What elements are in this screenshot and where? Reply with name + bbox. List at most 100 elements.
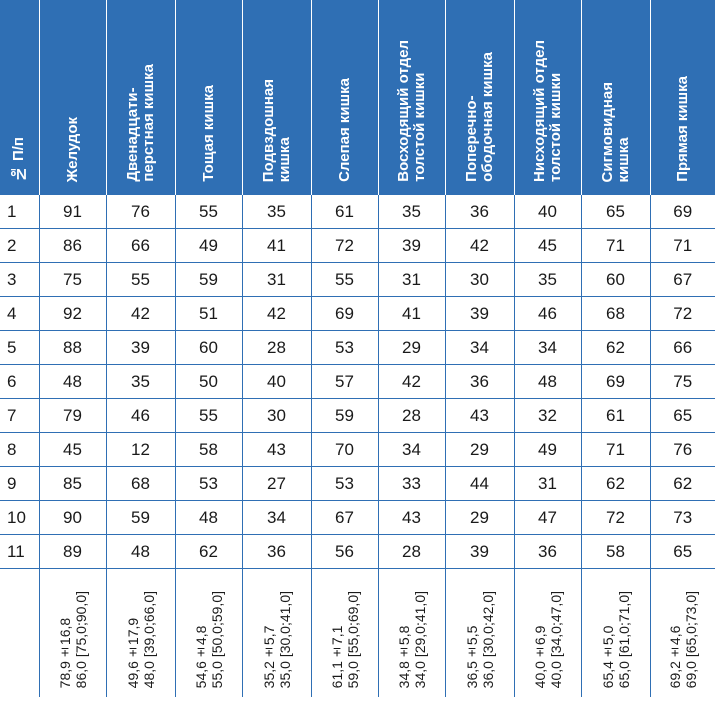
table-cell: 66 bbox=[106, 228, 176, 263]
table-cell: 72 bbox=[581, 500, 651, 535]
table-cell: 53 bbox=[175, 466, 243, 501]
table-cell: 36 bbox=[445, 195, 515, 229]
table-cell: 60 bbox=[175, 330, 243, 365]
table-body: 1 91 76 55 35 61 35 36 40 65 69 2 86 66 49 41 72 39 42 45 71… bbox=[0, 195, 715, 697]
table-cell: 69 bbox=[650, 195, 715, 229]
table-cell: 34 bbox=[445, 330, 515, 365]
table-cell: 45 bbox=[39, 432, 107, 467]
row-number-cell: 5 bbox=[0, 330, 40, 365]
table-cell: 53 bbox=[311, 466, 379, 501]
table-cell: 72 bbox=[311, 228, 379, 263]
table-cell: 28 bbox=[378, 534, 446, 569]
table-cell: 28 bbox=[378, 398, 446, 433]
table-cell: 57 bbox=[311, 364, 379, 399]
table-cell: 29 bbox=[378, 330, 446, 365]
row-number-cell: 1 bbox=[0, 195, 40, 229]
table-cell: 35 bbox=[106, 364, 176, 399]
table-cell: 45 bbox=[514, 228, 582, 263]
table-cell: 32 bbox=[514, 398, 582, 433]
table-cell: 39 bbox=[378, 228, 446, 263]
summary-cell: 69,2±4,6 69,0 [65,0;73,0] bbox=[650, 569, 715, 698]
summary-text: 35,2±5,7 35,0 [30,0;41,0] bbox=[260, 590, 293, 688]
table-cell: 62 bbox=[581, 466, 651, 501]
table-cell: 76 bbox=[650, 432, 715, 467]
header-cell-jejunum: Тощая кишка bbox=[175, 0, 243, 195]
table-header: № П/п Желудок Двенадцати- перстная кишка… bbox=[0, 0, 715, 195]
table-cell: 47 bbox=[514, 500, 582, 535]
table-cell: 48 bbox=[514, 364, 582, 399]
table-cell: 89 bbox=[39, 534, 107, 569]
summary-text: 61,1±7,1 59,0 [55,0;69,0] bbox=[328, 590, 361, 688]
table-row: 10 90 59 48 34 67 43 29 47 72 73 bbox=[0, 500, 715, 535]
table-cell: 68 bbox=[106, 466, 176, 501]
table-cell: 76 bbox=[106, 195, 176, 229]
table-cell: 49 bbox=[514, 432, 582, 467]
table-row: 4 92 42 51 42 69 41 39 46 68 72 bbox=[0, 296, 715, 331]
row-number-cell: 11 bbox=[0, 534, 40, 569]
table-cell: 48 bbox=[39, 364, 107, 399]
row-number-cell: 7 bbox=[0, 398, 40, 433]
table-cell: 69 bbox=[311, 296, 379, 331]
row-number-cell: 10 bbox=[0, 500, 40, 535]
table-cell: 69 bbox=[581, 364, 651, 399]
table-cell: 48 bbox=[106, 534, 176, 569]
table-cell: 41 bbox=[378, 296, 446, 331]
header-cell-rectum: Прямая кишка bbox=[650, 0, 715, 195]
header-cell-descending-colon: Нисходящий отдел толстой кишки bbox=[514, 0, 582, 195]
table-cell: 70 bbox=[311, 432, 379, 467]
table-cell: 42 bbox=[242, 296, 312, 331]
table-cell: 79 bbox=[39, 398, 107, 433]
table-cell: 42 bbox=[445, 228, 515, 263]
table-cell: 56 bbox=[311, 534, 379, 569]
summary-cell: 78,9±16,8 86,0 [75,0;90,0] bbox=[39, 568, 107, 697]
table-cell: 86 bbox=[39, 228, 107, 263]
row-number-cell: 2 bbox=[0, 228, 40, 263]
summary-cell: 49,6±17,9 48,0 [39,0;66,0] bbox=[106, 568, 176, 697]
table-cell: 39 bbox=[445, 296, 515, 331]
table-cell: 30 bbox=[242, 398, 312, 433]
table-cell: 55 bbox=[175, 195, 243, 229]
table-cell: 39 bbox=[106, 330, 176, 365]
table-row: 1 91 76 55 35 61 35 36 40 65 69 bbox=[0, 195, 715, 229]
summary-cell: 40,0±6,9 40,0 [34,0;47,0] bbox=[514, 568, 582, 697]
summary-cell: 36,5±5,5 36,0 [30,0;42,0] bbox=[445, 568, 515, 697]
table-cell: 67 bbox=[650, 262, 715, 297]
data-table: № П/п Желудок Двенадцати- перстная кишка… bbox=[0, 0, 715, 697]
table-cell: 49 bbox=[175, 228, 243, 263]
summary-text: 69,2±4,6 69,0 [65,0;73,0] bbox=[666, 590, 699, 688]
header-cell-cecum: Слепая кишка bbox=[311, 0, 379, 195]
header-cell-ileum: Подвздошная кишка bbox=[242, 0, 312, 195]
table-cell: 40 bbox=[242, 364, 312, 399]
table-cell: 36 bbox=[445, 364, 515, 399]
table-cell: 41 bbox=[242, 228, 312, 263]
table-cell: 65 bbox=[581, 195, 651, 229]
row-number-cell: 9 bbox=[0, 466, 40, 501]
table-cell: 43 bbox=[378, 500, 446, 535]
table-cell: 85 bbox=[39, 466, 107, 501]
summary-cell: 65,4±5,0 65,0 [61,0;71,0] bbox=[581, 568, 651, 697]
table-cell: 31 bbox=[514, 466, 582, 501]
table-cell: 50 bbox=[175, 364, 243, 399]
summary-cell bbox=[0, 568, 40, 697]
summary-text: 78,9±16,8 86,0 [75,0;90,0] bbox=[56, 590, 89, 688]
summary-text: 36,5±5,5 36,0 [30,0;42,0] bbox=[463, 590, 496, 688]
table-cell: 58 bbox=[581, 534, 651, 569]
table-row: 7 79 46 55 30 59 28 43 32 61 65 bbox=[0, 398, 715, 433]
table-cell: 71 bbox=[581, 432, 651, 467]
table-cell: 73 bbox=[650, 500, 715, 535]
table-cell: 35 bbox=[378, 195, 446, 229]
summary-row: 78,9±16,8 86,0 [75,0;90,0] 49,6±17,9 48,0… bbox=[0, 568, 715, 698]
table-cell: 65 bbox=[650, 398, 715, 433]
summary-text: 40,0±6,9 40,0 [34,0;47,0] bbox=[531, 590, 564, 688]
table-cell: 61 bbox=[581, 398, 651, 433]
table-cell: 62 bbox=[650, 466, 715, 501]
table-cell: 40 bbox=[514, 195, 582, 229]
row-number-cell: 3 bbox=[0, 262, 40, 297]
header-row: № П/п Желудок Двенадцати- перстная кишка… bbox=[0, 0, 715, 195]
table-cell: 55 bbox=[175, 398, 243, 433]
table-cell: 44 bbox=[445, 466, 515, 501]
table-cell: 39 bbox=[445, 534, 515, 569]
table-cell: 34 bbox=[514, 330, 582, 365]
table-cell: 61 bbox=[311, 195, 379, 229]
table-cell: 29 bbox=[445, 432, 515, 467]
